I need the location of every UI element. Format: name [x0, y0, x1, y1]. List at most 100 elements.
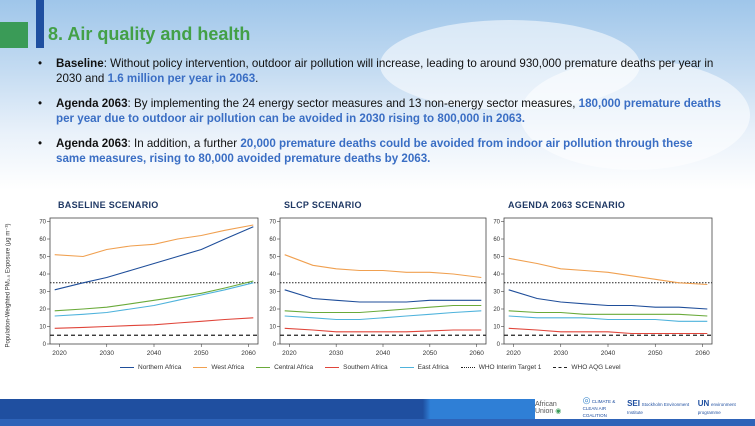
- bullet-highlight: 1.6 million per year in 2063: [107, 72, 256, 85]
- legend-swatch: [399, 366, 414, 368]
- bullet-agenda-outdoor: • Agenda 2063: By implementing the 24 en…: [34, 96, 724, 126]
- logo-unep: UN environment programme: [697, 398, 747, 417]
- chart-legend: Northern Africa West Africa Central Afri…: [120, 361, 633, 373]
- title-accent-blue: [36, 0, 44, 48]
- x-tick-label: 2030: [329, 350, 344, 357]
- bullet-lead: Agenda 2063: [56, 137, 128, 150]
- y-axis-label: Population-Weighted PM₂.₅ Exposure (μg m…: [5, 223, 12, 348]
- bullet-text: : In addition, a further: [127, 137, 241, 150]
- logo-african-union-text: African Union: [535, 401, 557, 415]
- logo-unep-text: UN: [697, 398, 710, 408]
- bullet-dot: •: [38, 97, 43, 110]
- y-tick-label: 0: [497, 342, 501, 348]
- legend-label: WHO AQG Level: [571, 363, 621, 371]
- series-line: [508, 257, 708, 286]
- x-tick-label: 2060: [241, 350, 256, 357]
- footer-bottom-strip: [0, 419, 755, 426]
- y-tick-label: 20: [493, 307, 500, 313]
- chart-title-agenda: AGENDA 2063 SCENARIO: [508, 200, 626, 210]
- legend-item: Northern Africa: [120, 364, 181, 371]
- legend-swatch: [193, 366, 208, 368]
- x-tick-label: 2050: [194, 350, 209, 357]
- y-tick-label: 10: [39, 325, 46, 331]
- title-accent-green: [0, 22, 28, 48]
- bullet-highlight: 180,000 premature deaths per year due to…: [56, 97, 722, 125]
- globe-icon: ◉: [555, 408, 562, 415]
- y-tick-label: 30: [493, 290, 500, 296]
- bullet-tail: .: [255, 72, 259, 85]
- plot-frame: [503, 217, 713, 345]
- y-tick-label: 40: [39, 272, 46, 278]
- logo-ccac-text: CLIMATE & CLEAN AIR COALITION: [582, 399, 616, 418]
- bullet-list: • Baseline: Without policy intervention,…: [34, 56, 724, 166]
- bullet-dot: •: [38, 137, 43, 150]
- x-tick-label: 2050: [648, 350, 663, 357]
- x-tick-label: 2060: [695, 350, 710, 357]
- legend-swatch: [553, 366, 568, 368]
- series-line: [284, 327, 482, 333]
- slide-title: 8. Air quality and health: [48, 24, 251, 44]
- series-line: [508, 289, 708, 310]
- logo-sei: SEI Stockholm Environment Institute: [627, 398, 690, 417]
- y-tick-label: 20: [39, 307, 46, 313]
- series-line: [284, 310, 482, 321]
- bullet-text: : By implementing the 24 energy sector m…: [127, 97, 579, 110]
- legend-item: West Africa: [193, 364, 244, 371]
- y-tick-label: 0: [273, 342, 277, 348]
- x-tick-label: 2040: [376, 350, 391, 357]
- legend-item: WHO Interim Target 1: [460, 364, 541, 371]
- y-tick-label: 10: [269, 325, 276, 331]
- y-tick-label: 40: [269, 272, 276, 278]
- x-tick-label: 2060: [469, 350, 484, 357]
- legend-item: Southern Africa: [325, 363, 388, 371]
- legend-swatch: [120, 366, 134, 368]
- x-tick-label: 2020: [506, 350, 521, 357]
- y-tick-label: 0: [43, 342, 47, 348]
- bullet-agenda-indoor: • Agenda 2063: In addition, a further 20…: [34, 136, 724, 166]
- series-line: [54, 317, 254, 329]
- y-tick-label: 30: [269, 290, 276, 296]
- series-line: [54, 280, 254, 312]
- bullet-dot: •: [38, 57, 43, 70]
- y-tick-label: 50: [39, 255, 46, 261]
- partner-logos: African Union ◉ ◎ CLIMATE & CLEAN AIR CO…: [535, 395, 755, 419]
- chart-title-baseline: BASELINE SCENARIO: [58, 200, 159, 210]
- y-tick-label: 60: [39, 237, 46, 243]
- logo-sei-text: SEI: [627, 398, 640, 408]
- logo-ccac: ◎ CLIMATE & CLEAN AIR COALITION: [582, 395, 619, 419]
- x-tick-label: 2020: [282, 350, 297, 357]
- globe-icon: ◎: [582, 395, 591, 405]
- y-tick-label: 70: [493, 220, 500, 226]
- legend-label: Central Africa: [274, 363, 314, 371]
- legend-swatch: [256, 366, 271, 368]
- x-tick-label: 2030: [553, 350, 568, 357]
- legend-label: Southern Africa: [343, 363, 388, 371]
- x-tick-label: 2030: [99, 350, 114, 357]
- legend-item: WHO AQG Level: [553, 363, 621, 371]
- y-tick-label: 60: [269, 237, 276, 243]
- series-line: [284, 304, 482, 314]
- x-tick-label: 2050: [423, 350, 438, 357]
- logo-sei-sub: Stockholm Environment Institute: [627, 401, 690, 415]
- y-tick-label: 60: [493, 237, 500, 243]
- legend-label: East Africa: [417, 363, 449, 371]
- x-tick-label: 2040: [601, 350, 616, 357]
- series-line: [508, 310, 708, 317]
- legend-label: West Africa: [211, 363, 245, 371]
- y-tick-label: 20: [269, 307, 276, 313]
- bullet-lead: Baseline: [56, 57, 104, 70]
- legend-item: Central Africa: [256, 364, 313, 371]
- cloud-decoration: [520, 60, 750, 170]
- y-tick-label: 40: [493, 272, 500, 278]
- series-line: [284, 289, 482, 303]
- y-tick-label: 50: [493, 255, 500, 261]
- y-tick-label: 50: [269, 255, 276, 261]
- bullet-highlight: 20,000 premature deaths could be avoided…: [56, 137, 693, 165]
- bullet-baseline: • Baseline: Without policy intervention,…: [34, 56, 724, 86]
- chart-title-slcp: SLCP SCENARIO: [284, 200, 362, 210]
- series-line: [284, 254, 482, 279]
- series-line: [54, 282, 254, 317]
- legend-swatch: [460, 366, 475, 368]
- logo-unep-sub: environment programme: [697, 401, 736, 415]
